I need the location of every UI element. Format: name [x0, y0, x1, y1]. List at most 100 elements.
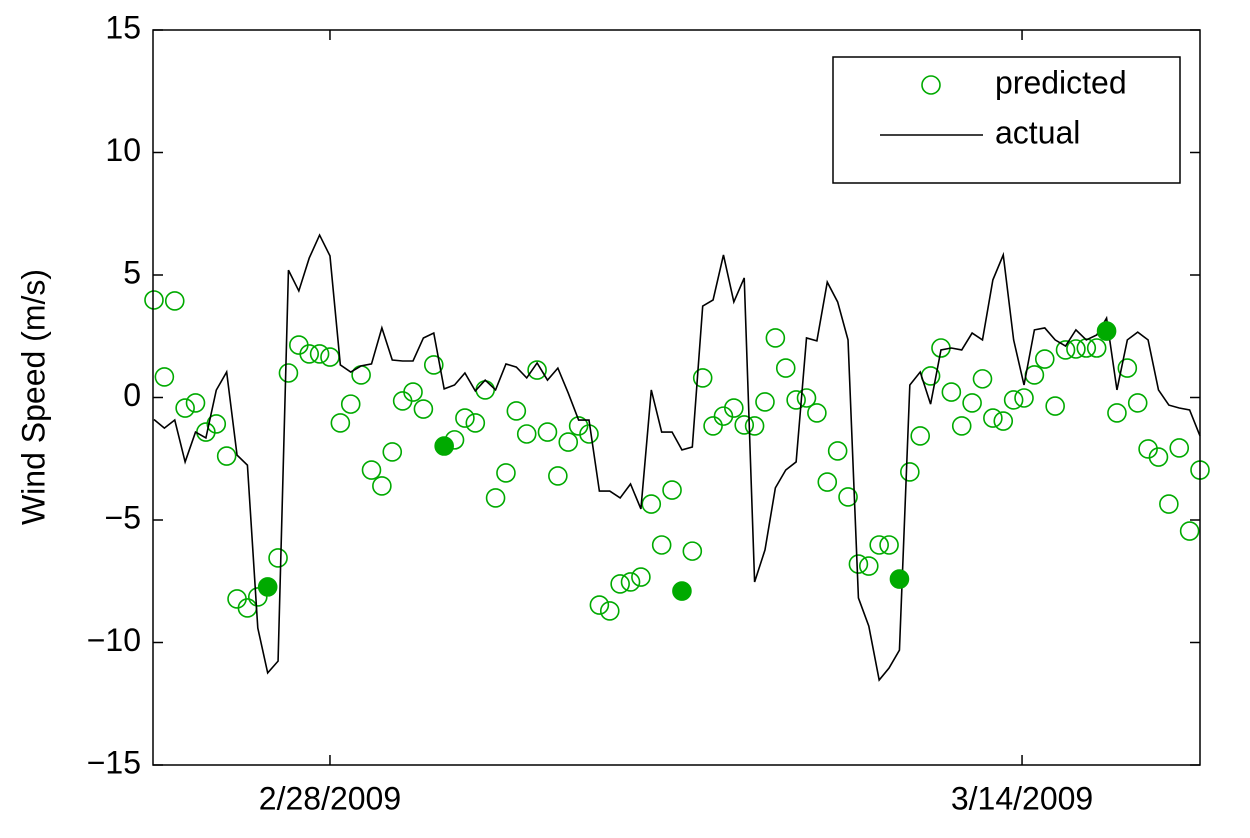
predicted-point: [713, 406, 734, 426]
predicted-point: [692, 368, 713, 388]
predicted-point: [1169, 438, 1190, 458]
predicted-point: [755, 392, 775, 412]
predicted-point: [1055, 340, 1076, 360]
predicted-point: [423, 355, 444, 375]
predicted-point: [537, 422, 558, 442]
predicted-point: [662, 480, 682, 500]
predicted-point: [1024, 365, 1045, 385]
y-tick-label: 10: [105, 132, 141, 168]
predicted-point: [610, 574, 630, 594]
predicted-point: [475, 380, 495, 400]
predicted-point: [682, 541, 703, 561]
predicted-point: [558, 432, 579, 452]
y-tick-label: −10: [87, 622, 141, 658]
predicted-point: [838, 487, 858, 507]
predicted-point: [1034, 349, 1055, 369]
predicted-point: [1179, 521, 1200, 541]
predicted-point: [1014, 388, 1034, 408]
predicted-point: [651, 535, 672, 555]
highlight-point: [672, 581, 692, 601]
predicted-point: [320, 347, 340, 367]
x-tick-label: 2/28/2009: [259, 780, 401, 816]
predicted-point: [858, 556, 879, 576]
predicted-point: [724, 398, 744, 418]
predicted-point: [620, 572, 641, 592]
predicted-point: [247, 587, 268, 607]
predicted-point: [1066, 339, 1086, 359]
x-tick-label: 3/14/2009: [951, 780, 1093, 816]
predicted-point: [848, 554, 869, 574]
legend-label: actual: [995, 114, 1080, 150]
predicted-point: [1086, 338, 1107, 358]
y-tick-label: 0: [123, 377, 141, 413]
predicted-point: [951, 416, 972, 436]
predicted-point: [1127, 393, 1148, 413]
predicted-point: [869, 535, 889, 555]
predicted-point: [786, 390, 806, 410]
predicted-point: [827, 441, 848, 461]
y-tick-label: −15: [87, 744, 141, 780]
predicted-point: [703, 416, 723, 436]
predicted-point: [796, 388, 817, 408]
predicted-point: [879, 535, 899, 555]
predicted-point: [382, 442, 403, 462]
predicted-point: [516, 424, 537, 444]
highlight-point: [257, 577, 278, 597]
predicted-point: [216, 446, 237, 466]
highlight-point: [889, 569, 910, 589]
predicted-point: [144, 290, 164, 310]
predicted-point: [340, 394, 361, 414]
predicted-point: [175, 398, 195, 418]
predicted-point: [413, 399, 434, 419]
predicted-point: [589, 595, 610, 615]
predicted-point: [983, 408, 1003, 428]
predicted-point: [485, 488, 506, 508]
predicted-point: [807, 403, 827, 423]
legend-label: predicted: [995, 64, 1127, 100]
predicted-point: [744, 416, 765, 436]
predicted-point: [765, 328, 786, 348]
predicted-point: [1148, 447, 1169, 467]
predicted-point: [299, 344, 320, 364]
predicted-point: [1003, 390, 1024, 410]
predicted-point: [527, 360, 547, 380]
predicted-point: [227, 589, 247, 609]
predicted-point: [900, 462, 920, 482]
predicted-point: [237, 598, 258, 618]
y-tick-label: 5: [123, 254, 141, 290]
predicted-point: [972, 369, 993, 389]
predicted-point: [278, 363, 299, 383]
predicted-point: [1045, 396, 1065, 416]
predicted-point: [185, 393, 206, 413]
predicted-point: [548, 466, 568, 486]
predicted-point: [1076, 338, 1097, 358]
predicted-point: [351, 365, 371, 385]
highlight-point: [434, 436, 454, 456]
predicted-point: [775, 358, 796, 378]
predicted-point: [599, 601, 620, 621]
predicted-point: [941, 382, 962, 402]
predicted-point: [506, 401, 527, 421]
predicted-point: [631, 567, 651, 587]
actual-line: [153, 233, 1201, 682]
predicted-point: [962, 393, 982, 413]
predicted-point: [164, 291, 185, 311]
predicted-point: [403, 382, 423, 402]
predicted-point: [641, 494, 662, 514]
predicted-point: [993, 411, 1014, 431]
predicted-point: [817, 472, 838, 492]
y-tick-label: 15: [105, 9, 141, 45]
predicted-point: [372, 476, 392, 496]
predicted-point: [330, 413, 351, 433]
legend-box: [832, 56, 1181, 184]
predicted-point: [154, 367, 175, 387]
predicted-point: [268, 548, 288, 568]
predicted-point: [309, 344, 330, 364]
predicted-point: [361, 460, 382, 480]
predicted-point: [496, 463, 516, 483]
predicted-point: [734, 415, 755, 435]
predicted-point: [1138, 439, 1158, 459]
predicted-point: [206, 414, 227, 434]
predicted-point: [1117, 358, 1138, 378]
